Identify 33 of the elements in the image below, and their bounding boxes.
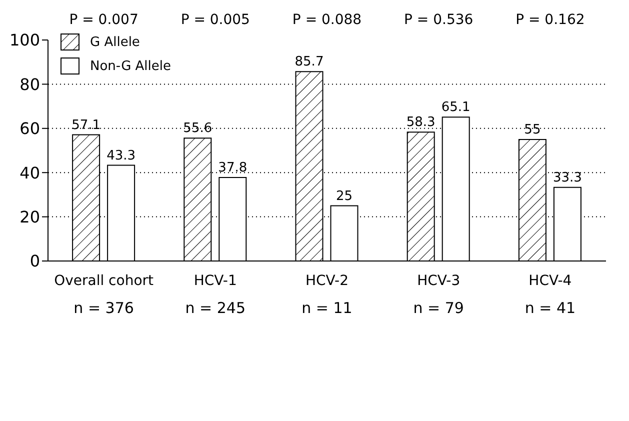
- text: n = 376: [74, 299, 134, 317]
- y-tick-label: 40: [20, 163, 40, 182]
- y-tick-label: 60: [20, 119, 40, 138]
- text: n = 41: [524, 299, 576, 317]
- x-tick-label: HCV-4: [528, 273, 572, 289]
- text: P = 0.536: [404, 12, 474, 28]
- y-tick-label: 20: [20, 207, 40, 226]
- y-tick-label: 0: [30, 252, 40, 271]
- data-label: 33.3: [552, 170, 582, 186]
- data-label: 85.7: [294, 54, 324, 70]
- data-label: 58.3: [406, 115, 436, 130]
- text: P = 0.088: [292, 12, 362, 28]
- data-label: 55.6: [183, 121, 212, 136]
- text: P = 0.007: [69, 12, 138, 28]
- x-tick-label: Overall cohort: [54, 273, 154, 289]
- y-tick-label: 80: [20, 74, 40, 94]
- text: P = 0.005: [180, 12, 250, 28]
- x-tick-label: HCV-1: [194, 273, 237, 289]
- y-tick-label: 100: [9, 30, 40, 50]
- data-label: 57.1: [72, 118, 101, 133]
- data-label: 25: [336, 188, 353, 204]
- legend-label: G Allele: [90, 34, 140, 50]
- x-tick-label: HCV-3: [417, 273, 460, 289]
- legend-label: Non-G Allele: [90, 58, 172, 74]
- text: P = 0.162: [516, 12, 585, 28]
- data-label: 43.3: [106, 148, 136, 164]
- x-tick-label: HCV-2: [305, 273, 349, 289]
- text: n = 11: [302, 299, 352, 317]
- data-label: 65.1: [441, 100, 470, 116]
- text: n = 245: [185, 299, 246, 317]
- data-label: 37.8: [218, 160, 248, 176]
- data-label: 55: [524, 122, 541, 138]
- text: n = 79: [413, 299, 464, 317]
